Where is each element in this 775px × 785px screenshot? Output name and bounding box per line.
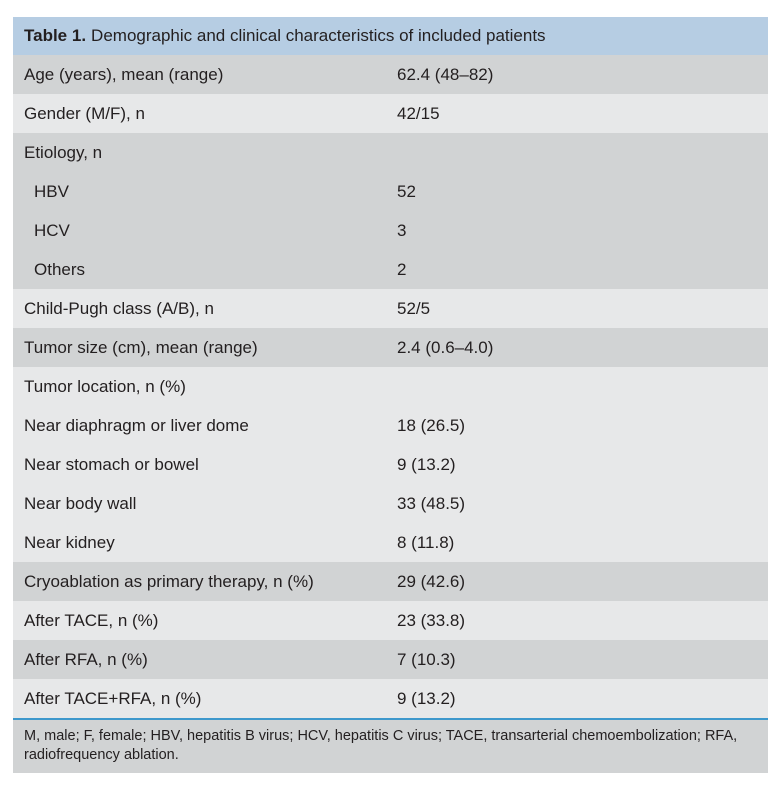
table-block: Etiology, n HBV 52 HCV 3 Others 2 xyxy=(13,133,768,289)
row-value: 18 (26.5) xyxy=(397,415,466,435)
table-block: Gender (M/F), n 42/15 xyxy=(13,94,768,133)
row-value: 2.4 (0.6–4.0) xyxy=(397,337,494,357)
row-label: Near diaphragm or liver dome xyxy=(24,415,249,435)
row-value: 52/5 xyxy=(397,298,431,318)
table-block: Tumor size (cm), mean (range) 2.4 (0.6–4.… xyxy=(13,328,768,367)
table-row: Age (years), mean (range) 62.4 (48–82) xyxy=(13,55,768,94)
table-block: After TACE, n (%) 23 (33.8) xyxy=(13,601,768,640)
table-block: Cryoablation as primary therapy, n (%) 29… xyxy=(13,562,768,601)
table-title-bar: Table 1. Demographic and clinical charac… xyxy=(13,17,768,55)
table-caption: Demographic and clinical characteristics… xyxy=(91,26,546,45)
row-label: HBV xyxy=(34,181,69,201)
row-label: Near kidney xyxy=(24,532,115,552)
table-row: Child-Pugh class (A/B), n 52/5 xyxy=(13,289,768,328)
row-value: 9 (13.2) xyxy=(397,688,456,708)
table-block: After TACE+RFA, n (%) 9 (13.2) xyxy=(13,679,768,718)
table-row: Near kidney 8 (11.8) xyxy=(13,523,768,562)
table-block: Tumor location, n (%) Near diaphragm or l… xyxy=(13,367,768,562)
row-label: Gender (M/F), n xyxy=(24,103,145,123)
table-1-card: Table 1. Demographic and clinical charac… xyxy=(13,17,768,773)
row-value: 42/15 xyxy=(397,103,440,123)
row-label: HCV xyxy=(34,220,70,240)
table-row: Gender (M/F), n 42/15 xyxy=(13,94,768,133)
table-number-label: Table 1. xyxy=(24,26,87,45)
table-row: Near diaphragm or liver dome 18 (26.5) xyxy=(13,406,768,445)
table-body: Age (years), mean (range) 62.4 (48–82) Gen… xyxy=(13,55,768,718)
row-value: 8 (11.8) xyxy=(397,532,455,552)
table-row: After TACE+RFA, n (%) 9 (13.2) xyxy=(13,679,768,718)
row-label: Tumor size (cm), mean (range) xyxy=(24,337,258,357)
row-label: Others xyxy=(34,259,86,279)
row-value: 9 (13.2) xyxy=(397,454,456,474)
table-block: Child-Pugh class (A/B), n 52/5 xyxy=(13,289,768,328)
row-value: 62.4 (48–82) xyxy=(397,64,494,84)
row-label: Cryoablation as primary therapy, n (%) xyxy=(24,571,314,591)
table-row: After TACE, n (%) 23 (33.8) xyxy=(13,601,768,640)
table-row: HBV 52 xyxy=(13,172,768,211)
table-row: Etiology, n xyxy=(13,133,768,172)
row-label: Tumor location, n (%) xyxy=(24,376,186,396)
row-label: Near body wall xyxy=(24,493,137,513)
table-footnote: M, male; F, female; HBV, hepatitis B vir… xyxy=(13,720,768,773)
row-label: Age (years), mean (range) xyxy=(24,64,224,84)
row-value: 23 (33.8) xyxy=(397,610,466,630)
table-row: Near body wall 33 (48.5) xyxy=(13,484,768,523)
table-row: Others 2 xyxy=(13,250,768,289)
table-block: After RFA, n (%) 7 (10.3) xyxy=(13,640,768,679)
row-value: 52 xyxy=(397,181,416,201)
row-label: After TACE, n (%) xyxy=(24,610,159,630)
row-value: 29 (42.6) xyxy=(397,571,466,591)
table-row: After RFA, n (%) 7 (10.3) xyxy=(13,640,768,679)
row-value: 7 (10.3) xyxy=(397,649,456,669)
row-label: Child-Pugh class (A/B), n xyxy=(24,298,214,318)
row-label: After RFA, n (%) xyxy=(24,649,148,669)
row-value: 3 xyxy=(397,220,407,240)
footnote-rule xyxy=(13,718,768,720)
row-label: Near stomach or bowel xyxy=(24,454,199,474)
row-label: After TACE+RFA, n (%) xyxy=(24,688,202,708)
table-row: Near stomach or bowel 9 (13.2) xyxy=(13,445,768,484)
row-value: 33 (48.5) xyxy=(397,493,466,513)
table-row: Tumor size (cm), mean (range) 2.4 (0.6–4.… xyxy=(13,328,768,367)
table-row: HCV 3 xyxy=(13,211,768,250)
row-label: Etiology, n xyxy=(24,142,103,162)
table-row: Cryoablation as primary therapy, n (%) 29… xyxy=(13,562,768,601)
row-value: 2 xyxy=(397,259,407,279)
table-row: Tumor location, n (%) xyxy=(13,367,768,406)
table-block: Age (years), mean (range) 62.4 (48–82) xyxy=(13,55,768,94)
